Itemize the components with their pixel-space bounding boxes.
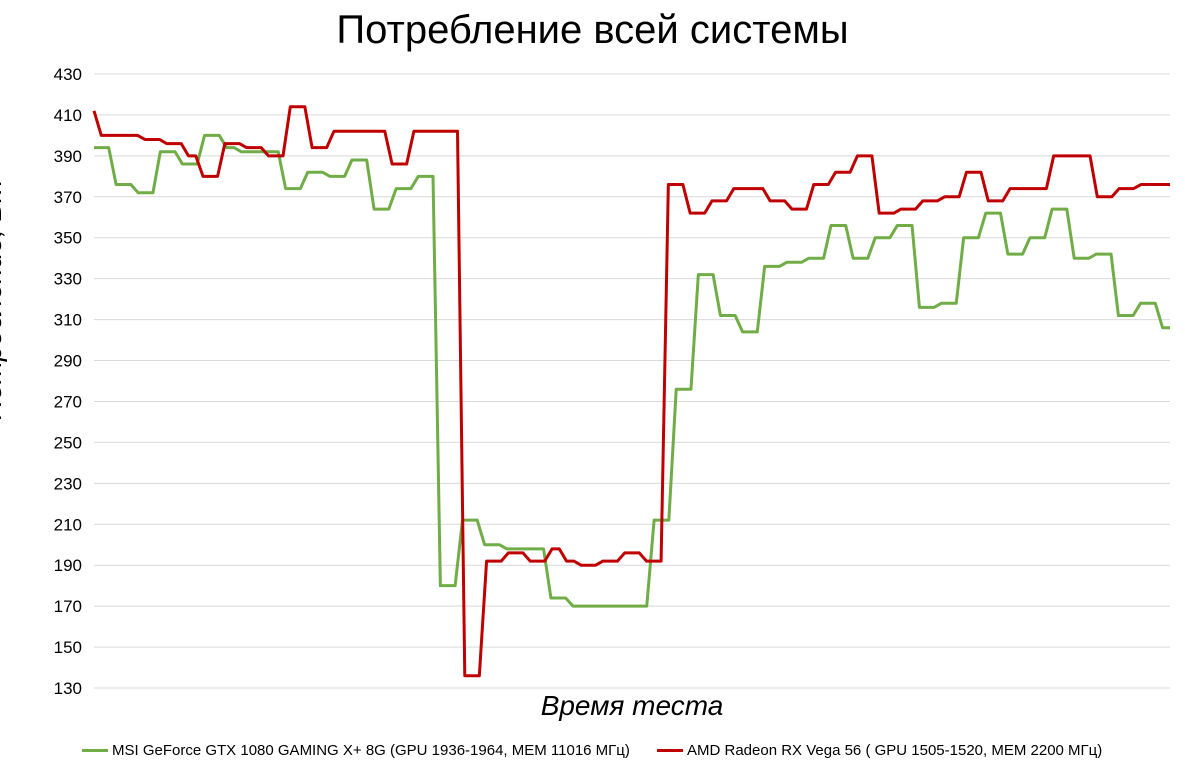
chart-title: Потребление всей системы [336,8,849,52]
legend-item-amd: AMD Radeon RX Vega 56 ( GPU 1505-1520, M… [657,742,1102,759]
y-tick-label: 350 [54,229,82,248]
y-tick-label: 390 [54,147,82,166]
y-tick-label: 430 [54,65,82,84]
series-lines [92,105,1170,678]
y-tick-label: 150 [54,638,82,657]
legend-swatch-msi [82,749,108,752]
y-tick-label: 330 [54,270,82,289]
y-tick-label: 250 [54,433,82,452]
y-tick-label: 290 [54,352,82,371]
y-tick-label: 130 [54,679,82,698]
y-tick-labels: 130 150 170 190 210 230 250 270 290 310 330 350 370 3… [54,65,82,698]
series-line-msi [94,133,1170,608]
y-tick-label: 270 [54,392,82,411]
y-tick-label: 210 [54,515,82,534]
y-tick-label: 230 [54,474,82,493]
series-line-amd [92,105,1170,678]
y-tick-label: 370 [54,188,82,207]
legend: MSI GeForce GTX 1080 GAMING X+ 8G (GPU 1… [0,742,1185,764]
y-tick-label: 190 [54,556,82,575]
grid-lines [94,73,1170,689]
y-tick-label: 410 [54,106,82,125]
legend-item-msi: MSI GeForce GTX 1080 GAMING X+ 8G (GPU 1… [82,742,630,759]
legend-label-msi: MSI GeForce GTX 1080 GAMING X+ 8G (GPU 1… [112,742,630,759]
y-tick-label: 170 [54,597,82,616]
x-axis-label: Время теста [540,690,724,721]
legend-swatch-amd [657,749,683,752]
legend-label-amd: AMD Radeon RX Vega 56 ( GPU 1505-1520, M… [687,742,1103,759]
y-tick-label: 310 [54,311,82,330]
